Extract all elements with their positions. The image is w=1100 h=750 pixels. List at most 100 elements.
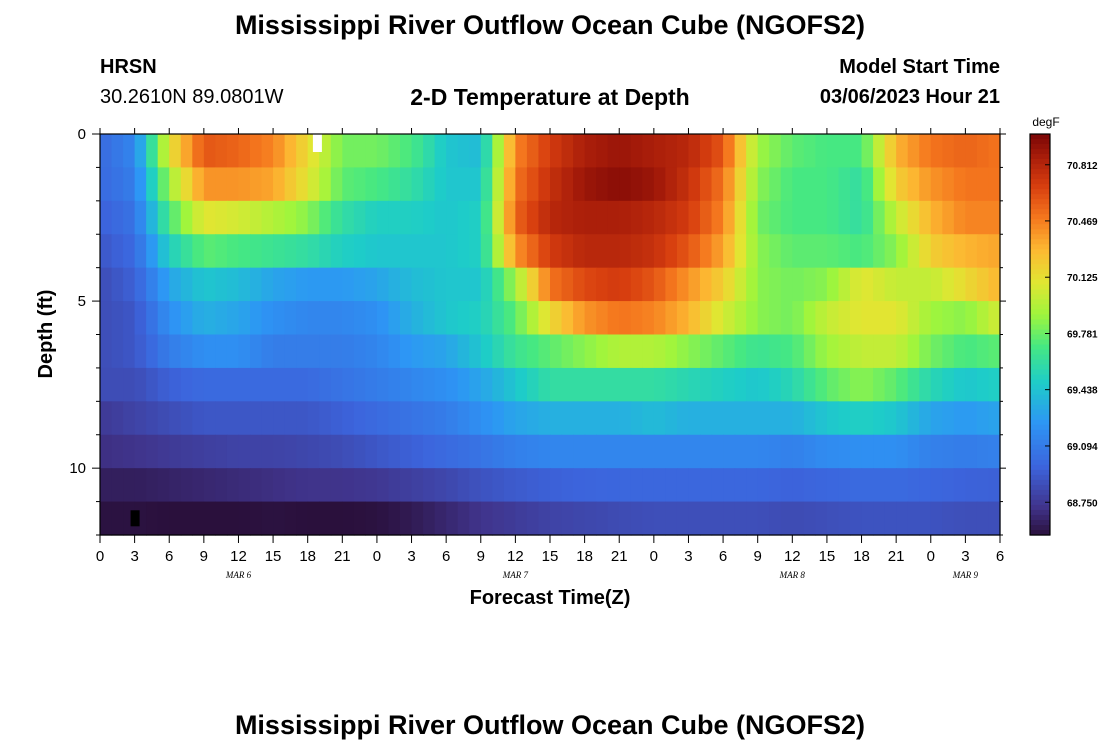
footer-title: Mississippi River Outflow Ocean Cube (NG… — [234, 710, 866, 740]
heatmap-cell — [365, 167, 378, 202]
colorbar-label: 70.125 — [1067, 273, 1098, 284]
heatmap-cell — [388, 434, 401, 469]
heatmap-cell — [446, 234, 459, 269]
heatmap-cell — [319, 401, 332, 436]
model-start-value: 03/06/2023 Hour 21 — [819, 86, 1000, 108]
heatmap-cell — [446, 434, 459, 469]
heatmap-cell — [330, 200, 343, 235]
heatmap-cell — [526, 200, 540, 235]
heatmap-cell — [503, 434, 516, 469]
heatmap-cell — [111, 434, 124, 469]
heatmap-cell — [503, 468, 516, 503]
heatmap-cell — [261, 234, 274, 269]
heatmap-cell — [273, 401, 286, 436]
heatmap-cell — [930, 468, 943, 503]
heatmap-cell — [411, 501, 424, 536]
heatmap-cell — [192, 134, 205, 169]
heatmap-cell — [711, 200, 724, 235]
heatmap-cell — [284, 401, 297, 436]
heatmap-cell — [746, 234, 759, 269]
heatmap-cell — [584, 334, 597, 369]
heatmap-cell — [538, 468, 551, 503]
heatmap-cell — [607, 234, 620, 269]
heatmap-cell — [700, 167, 713, 202]
heatmap-cell — [215, 301, 228, 336]
colorbar-segment — [1030, 389, 1050, 396]
x-tick-label: 12 — [784, 548, 801, 565]
heatmap-cell — [826, 267, 840, 302]
heatmap-cell — [100, 434, 113, 469]
heatmap-cell — [388, 334, 401, 369]
heatmap-cell — [330, 267, 343, 302]
heatmap-cell — [273, 267, 286, 302]
heatmap-cell — [330, 334, 343, 369]
heatmap-cell — [100, 367, 113, 402]
colorbar-segment — [1030, 499, 1050, 506]
heatmap-cell — [930, 200, 943, 235]
heatmap-cell — [746, 468, 759, 503]
heatmap-cell — [676, 468, 690, 503]
heatmap-cell — [653, 267, 666, 302]
heatmap-cell — [296, 200, 309, 235]
heatmap-cell — [688, 367, 701, 402]
heatmap-cell — [434, 401, 447, 436]
heatmap-cell — [665, 334, 678, 369]
heatmap-cell — [746, 267, 759, 302]
heatmap-cell — [446, 468, 459, 503]
heatmap-cell — [942, 401, 955, 436]
heatmap-cell — [480, 334, 493, 369]
x-tick-label: 9 — [200, 548, 208, 565]
heatmap-cell — [596, 200, 609, 235]
heatmap-cell — [480, 501, 493, 536]
heatmap-cell — [388, 267, 401, 302]
heatmap-cell — [965, 367, 978, 402]
x-tick-label: 0 — [650, 548, 658, 565]
heatmap-cell — [203, 401, 216, 436]
heatmap-cell — [250, 167, 263, 202]
heatmap-cell — [550, 167, 563, 202]
heatmap-cell — [642, 334, 655, 369]
heatmap-cell — [400, 367, 413, 402]
heatmap-cell — [676, 334, 690, 369]
heatmap-cell — [434, 434, 447, 469]
heatmap-cell — [353, 367, 366, 402]
heatmap-cell — [100, 334, 113, 369]
heatmap-cell — [988, 234, 1001, 269]
heatmap-cell — [215, 200, 228, 235]
heatmap-cell — [838, 167, 851, 202]
heatmap-cell — [561, 167, 574, 202]
heatmap-cell — [688, 267, 701, 302]
heatmap-cell — [850, 134, 863, 169]
heatmap-cell — [319, 234, 332, 269]
heatmap-cell — [203, 234, 216, 269]
heatmap-cell — [596, 301, 609, 336]
heatmap-cell — [919, 267, 932, 302]
heatmap-cell — [330, 468, 343, 503]
heatmap-cell — [330, 167, 343, 202]
heatmap-cell — [538, 200, 551, 235]
heatmap-cell — [457, 501, 470, 536]
heatmap-cell — [457, 167, 470, 202]
heatmap-cell — [319, 334, 332, 369]
model-start-label: Model Start Time — [839, 56, 1000, 78]
heatmap-cell — [342, 267, 355, 302]
heatmap-cell — [746, 301, 759, 336]
heatmap-cell — [619, 134, 632, 169]
missing-data-marker — [130, 510, 140, 527]
heatmap-cell — [307, 234, 320, 269]
heatmap-cell — [134, 167, 147, 202]
heatmap-cell — [619, 334, 632, 369]
heatmap-cell — [538, 301, 551, 336]
colorbar-segment — [1030, 359, 1050, 366]
heatmap-cell — [792, 468, 805, 503]
heatmap-cell — [157, 401, 170, 436]
heatmap-cell — [226, 468, 240, 503]
heatmap-cell — [284, 267, 297, 302]
heatmap-cell — [896, 200, 909, 235]
heatmap-cell — [619, 401, 632, 436]
heatmap-cell — [780, 468, 793, 503]
heatmap-cell — [261, 367, 274, 402]
heatmap-cell — [665, 167, 678, 202]
heatmap-cell — [653, 234, 666, 269]
heatmap-cell — [100, 234, 113, 269]
